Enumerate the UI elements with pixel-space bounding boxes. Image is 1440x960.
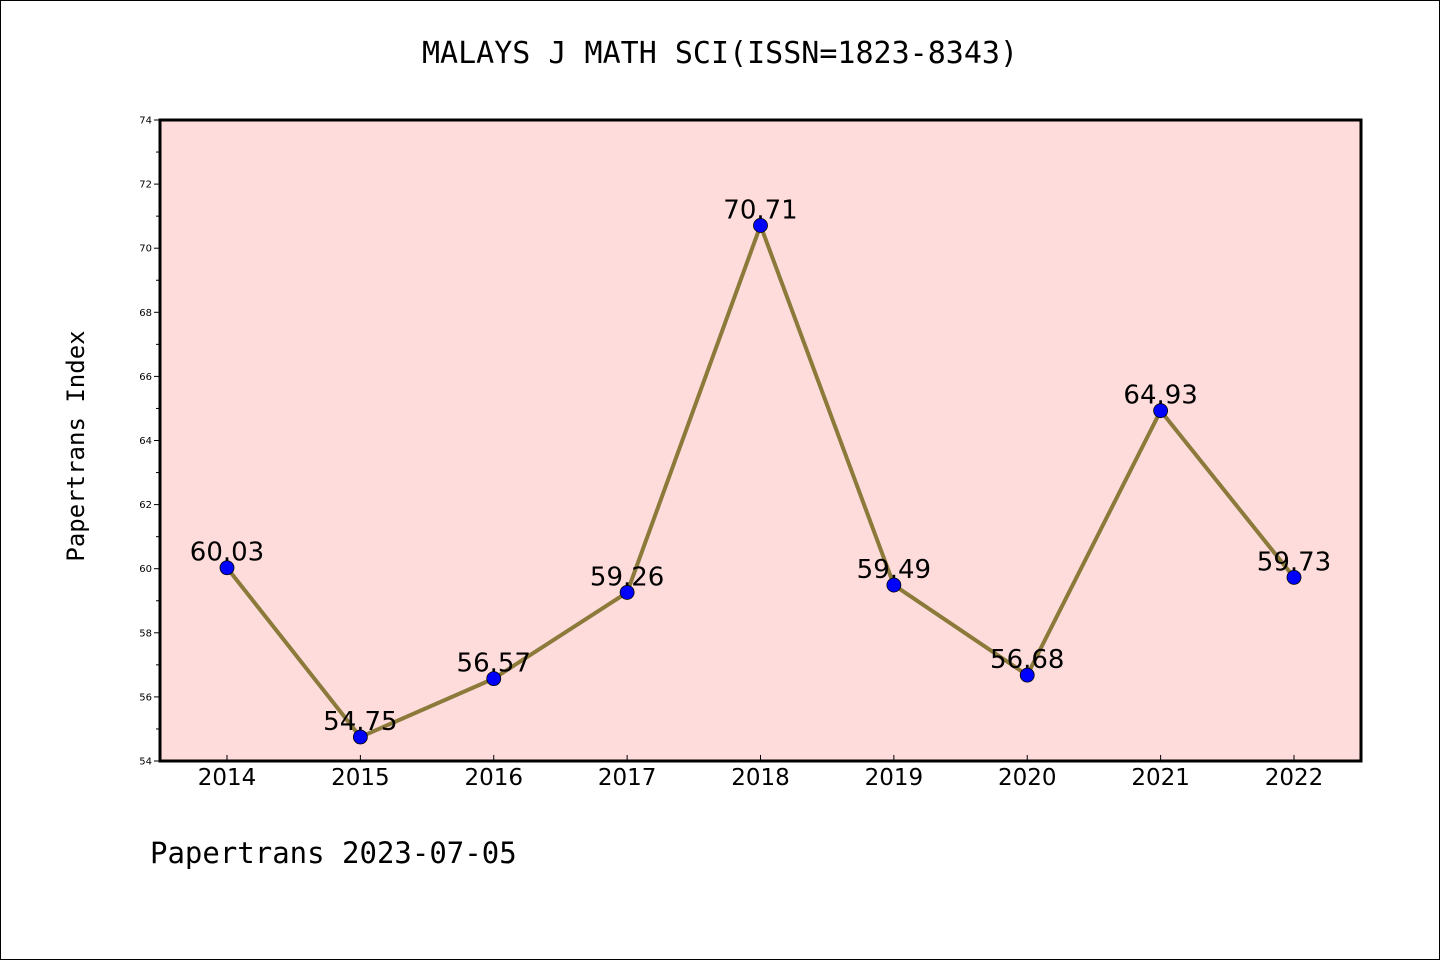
x-tick-label: 2014 — [198, 765, 257, 791]
data-point — [486, 671, 502, 687]
data-label: 59.26 — [590, 562, 664, 592]
data-label: 64.93 — [1123, 381, 1197, 411]
y-tick-label: 66 — [139, 372, 152, 383]
x-tick-label: 2015 — [331, 765, 390, 791]
data-label: 54.75 — [323, 707, 397, 737]
data-label: 59.73 — [1257, 547, 1331, 577]
data-point — [619, 585, 635, 600]
x-tick-label: 2017 — [598, 765, 657, 791]
y-tick-label: 70 — [139, 244, 152, 255]
y-tick-label: 68 — [139, 308, 152, 319]
x-axis-ticks: 2014 2015 2016 2017 2018 2019 2020 2021 2022 — [198, 755, 1324, 791]
data-point — [1153, 403, 1169, 419]
data-point — [352, 729, 368, 745]
x-tick-label: 2021 — [1131, 765, 1190, 791]
data-label: 56.68 — [990, 645, 1064, 675]
data-point — [886, 577, 902, 593]
data-label: 70.71 — [723, 195, 797, 225]
data-points — [219, 218, 1302, 745]
footer-caption: Papertrans 2023-07-05 — [150, 836, 517, 870]
data-label: 56.57 — [457, 649, 531, 679]
y-tick-label: 74 — [139, 116, 152, 127]
y-tick-label: 58 — [139, 628, 152, 639]
data-point — [219, 560, 235, 576]
y-tick-label: 62 — [139, 500, 152, 511]
x-tick-label: 2020 — [998, 765, 1057, 791]
data-point — [1019, 667, 1035, 683]
y-tick-label: 72 — [139, 180, 152, 191]
x-tick-label: 2019 — [865, 765, 924, 791]
y-tick-label: 64 — [139, 436, 152, 447]
x-tick-label: 2018 — [731, 765, 790, 791]
y-axis-ticks: 54 56 58 60 62 64 66 68 70 72 74 — [139, 116, 160, 768]
data-labels: 60.03 54.75 56.57 59.26 70.71 59.49 56.68 64.93… — [190, 195, 1331, 737]
data-label: 59.49 — [857, 555, 931, 585]
data-point — [1286, 569, 1302, 585]
data-label: 60.03 — [190, 538, 264, 568]
y-tick-label: 56 — [139, 692, 152, 703]
y-tick-label: 60 — [139, 564, 152, 575]
x-tick-label: 2016 — [464, 765, 523, 791]
x-tick-label: 2022 — [1265, 765, 1324, 791]
chart-title: MALAYS J MATH SCI(ISSN=1823-8343) — [421, 36, 1019, 71]
data-point — [753, 218, 768, 233]
y-tick-label: 54 — [139, 757, 152, 768]
